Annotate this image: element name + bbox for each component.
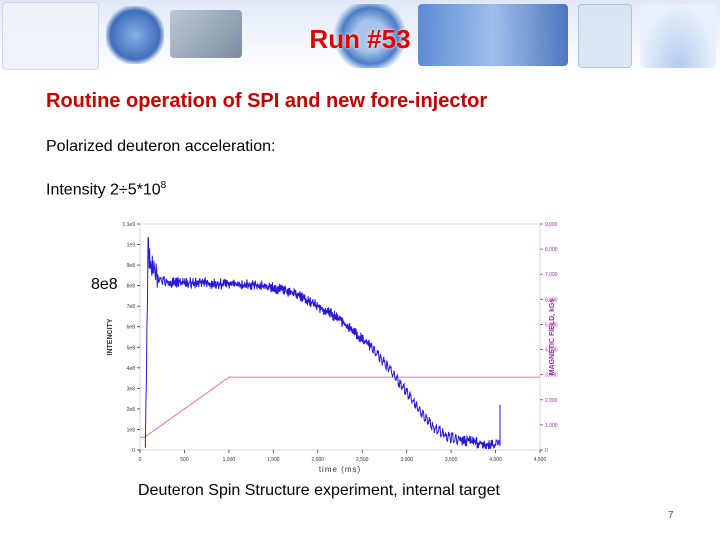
intensity-field-chart: 0 1e8 2e8 3e8 4e8 5e8 6e8 7e8 8e8 9e8 1e9 1.1e9 0 1,0… xyxy=(107,222,558,474)
y2-tick-label: 2,000 xyxy=(545,398,558,404)
x-tick-label: 1,500 xyxy=(267,457,280,463)
intensity-annotation: 8e8 xyxy=(91,276,118,293)
y2-axis-title: MAGNETIC FIELD, kGs xyxy=(549,299,556,376)
banner-graph-image xyxy=(2,2,99,70)
slide-caption: Deuteron Spin Structure experiment, inte… xyxy=(138,482,500,499)
y2-tick-label: 6,000 xyxy=(545,297,558,303)
y-tick-label: 9e8 xyxy=(127,263,136,269)
intensity-text: Intensity 2÷5*108 xyxy=(46,180,166,199)
y-tick-label: 1e9 xyxy=(127,243,136,249)
banner-ring-image xyxy=(330,4,410,68)
x-tick-label: 1,000 xyxy=(223,457,236,463)
x-tick-label: 500 xyxy=(180,457,189,463)
banner-tower-image xyxy=(640,4,716,68)
series-field-line xyxy=(140,376,540,438)
x-tick-label: 2,500 xyxy=(356,457,369,463)
slide-subtitle: Routine operation of SPI and new fore-in… xyxy=(46,90,488,112)
banner-structure-image xyxy=(578,4,632,68)
y2-tick-label: 3,000 xyxy=(545,373,558,379)
y-tick-label: 1e8 xyxy=(127,427,136,433)
intensity-label: Intensity 2÷5*10 xyxy=(46,181,161,199)
y2-tick-label: 9,000 xyxy=(545,222,558,228)
y2-tick-label: 5,000 xyxy=(545,322,558,328)
y-tick-label: 8e8 xyxy=(127,284,136,290)
x-tick-label: 3,500 xyxy=(445,457,458,463)
y-tick-label: 0 xyxy=(132,448,135,454)
x-tick-label: 3,000 xyxy=(400,457,413,463)
intensity-exponent: 8 xyxy=(160,180,167,191)
page-number: 7 xyxy=(668,510,674,521)
y-tick-label: 1.1e9 xyxy=(122,222,135,228)
header-banner xyxy=(0,0,720,72)
y-tick-label: 3e8 xyxy=(127,386,136,392)
y-axis-title: INTENCITY xyxy=(107,318,114,355)
y2-tick-label: 0 xyxy=(545,448,548,454)
y-tick-label: 5e8 xyxy=(127,345,136,351)
series-intensity-line xyxy=(144,236,501,450)
plot-area xyxy=(139,223,541,451)
y-tick-label: 6e8 xyxy=(127,325,136,331)
x-tick-label: 4,000 xyxy=(489,457,502,463)
x-tick-label: 0 xyxy=(139,457,142,463)
y-tick-label: 2e8 xyxy=(127,407,136,413)
banner-detector-image xyxy=(418,4,568,66)
y2-tick-label: 8,000 xyxy=(545,247,558,253)
x-axis-title: time (ms) xyxy=(319,465,361,474)
y2-tick-label: 7,000 xyxy=(545,272,558,278)
y2-tick-label: 1,000 xyxy=(545,423,558,429)
y-tick-label: 4e8 xyxy=(127,366,136,372)
banner-magnet-image xyxy=(170,10,242,58)
x-tick-label: 4,500 xyxy=(534,457,547,463)
y-tick-label: 7e8 xyxy=(127,304,136,310)
deuteron-acceleration-text: Polarized deuteron acceleration: xyxy=(46,138,276,155)
y2-tick-label: 4,000 xyxy=(545,348,558,354)
banner-crystal-image xyxy=(106,6,164,64)
x-tick-label: 2,000 xyxy=(312,457,325,463)
slide-title: Run #53 xyxy=(309,24,411,54)
